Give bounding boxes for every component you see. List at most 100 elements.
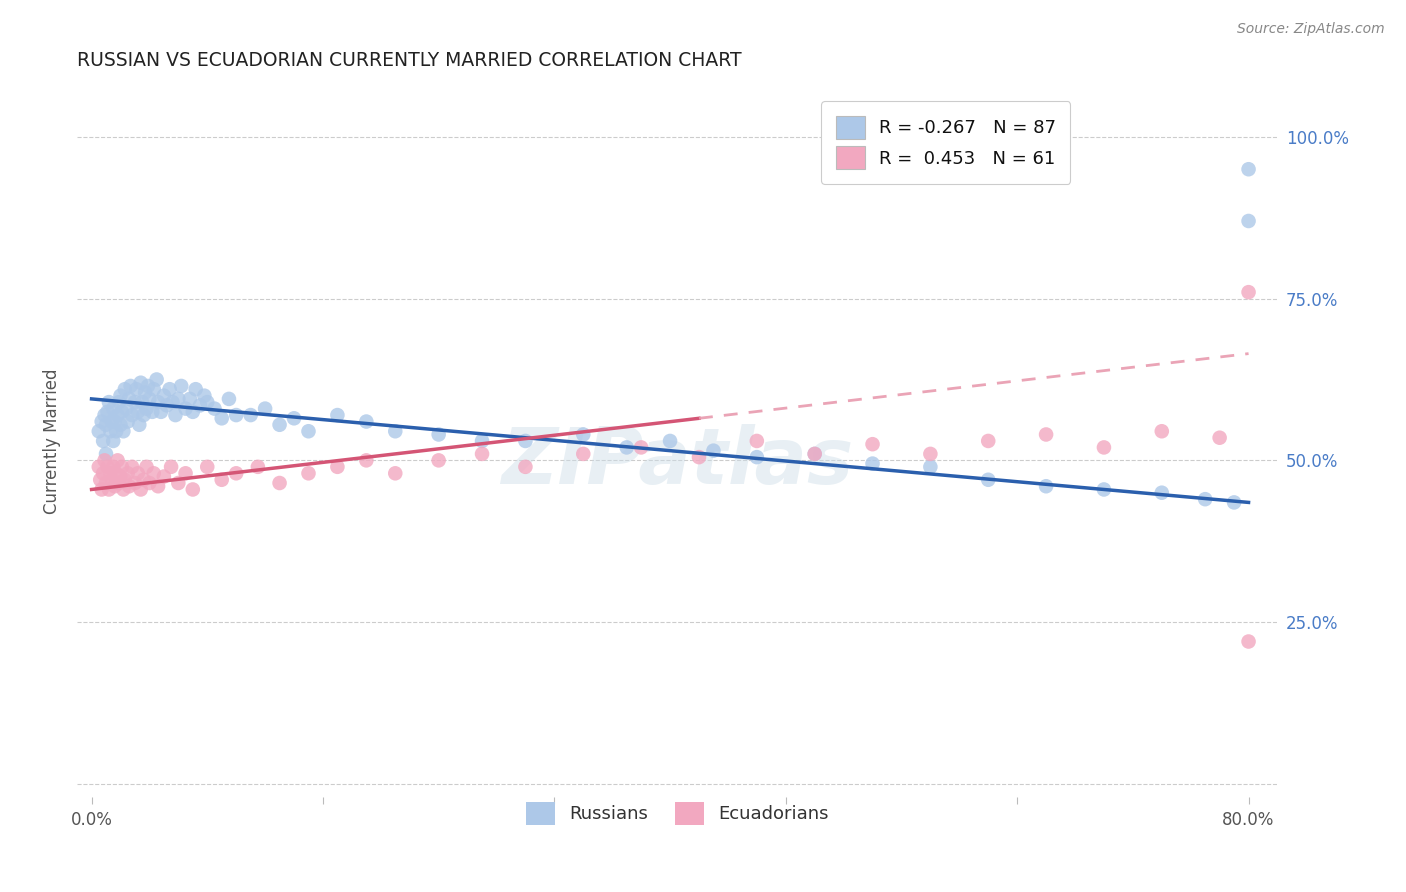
Point [515, 434, 537, 448]
Point [269, 417, 291, 432]
Point [204, 401, 226, 416]
Point [572, 427, 595, 442]
Point [1237, 285, 1260, 300]
Point [111, 459, 134, 474]
Point [136, 379, 159, 393]
Point [181, 483, 204, 497]
Point [107, 453, 129, 467]
Point [114, 382, 136, 396]
Point [254, 401, 277, 416]
Point [1194, 492, 1216, 507]
Point [427, 453, 450, 467]
Point [149, 405, 172, 419]
Point [225, 467, 247, 481]
Point [105, 424, 128, 438]
Point [138, 392, 160, 406]
Point [127, 467, 149, 481]
Text: ZIPatlas: ZIPatlas [501, 425, 853, 500]
Point [107, 408, 129, 422]
Point [167, 475, 190, 490]
Point [167, 392, 190, 406]
Point [114, 473, 136, 487]
Point [110, 469, 132, 483]
Point [1035, 479, 1057, 493]
Point [977, 434, 1000, 448]
Point [94, 475, 117, 490]
Point [91, 434, 114, 448]
Point [132, 473, 155, 487]
Point [384, 467, 406, 481]
Point [138, 475, 160, 490]
Point [124, 475, 146, 490]
Point [356, 415, 378, 429]
Point [326, 408, 349, 422]
Point [283, 411, 305, 425]
Point [702, 443, 724, 458]
Point [920, 447, 942, 461]
Point [745, 434, 768, 448]
Point [688, 450, 710, 464]
Point [181, 405, 204, 419]
Point [125, 382, 148, 396]
Point [862, 457, 884, 471]
Point [91, 467, 114, 481]
Point [188, 398, 211, 412]
Point [120, 379, 142, 393]
Point [145, 372, 167, 386]
Point [211, 473, 233, 487]
Point [160, 459, 183, 474]
Text: RUSSIAN VS ECUADORIAN CURRENTLY MARRIED CORRELATION CHART: RUSSIAN VS ECUADORIAN CURRENTLY MARRIED … [77, 51, 742, 70]
Point [659, 434, 682, 448]
Point [112, 424, 135, 438]
Point [118, 392, 141, 406]
Point [142, 467, 165, 481]
Point [179, 392, 201, 406]
Point [108, 475, 131, 490]
Point [225, 408, 247, 422]
Y-axis label: Currently Married: Currently Married [44, 368, 60, 514]
Point [93, 408, 115, 422]
Point [211, 411, 233, 425]
Point [630, 441, 652, 455]
Point [193, 389, 215, 403]
Point [117, 415, 139, 429]
Point [862, 437, 884, 451]
Point [104, 415, 127, 429]
Point [96, 459, 118, 474]
Point [142, 382, 165, 396]
Point [162, 395, 184, 409]
Point [297, 424, 319, 438]
Point [103, 434, 125, 448]
Point [1150, 424, 1173, 438]
Point [121, 408, 143, 422]
Point [103, 459, 125, 474]
Point [127, 405, 149, 419]
Point [134, 385, 156, 400]
Point [97, 483, 120, 497]
Point [1035, 427, 1057, 442]
Point [146, 479, 169, 493]
Point [103, 401, 125, 416]
Point [515, 459, 537, 474]
Point [87, 424, 110, 438]
Point [124, 395, 146, 409]
Point [108, 395, 131, 409]
Point [118, 479, 141, 493]
Point [90, 483, 112, 497]
Point [156, 398, 179, 412]
Point [90, 415, 112, 429]
Point [101, 415, 124, 429]
Point [218, 392, 240, 406]
Point [384, 424, 406, 438]
Point [105, 467, 128, 481]
Point [174, 401, 197, 416]
Point [977, 473, 1000, 487]
Point [135, 459, 157, 474]
Point [129, 376, 152, 390]
Point [98, 467, 121, 481]
Point [1150, 485, 1173, 500]
Point [94, 417, 117, 432]
Point [170, 379, 193, 393]
Point [1223, 495, 1246, 509]
Point [745, 450, 768, 464]
